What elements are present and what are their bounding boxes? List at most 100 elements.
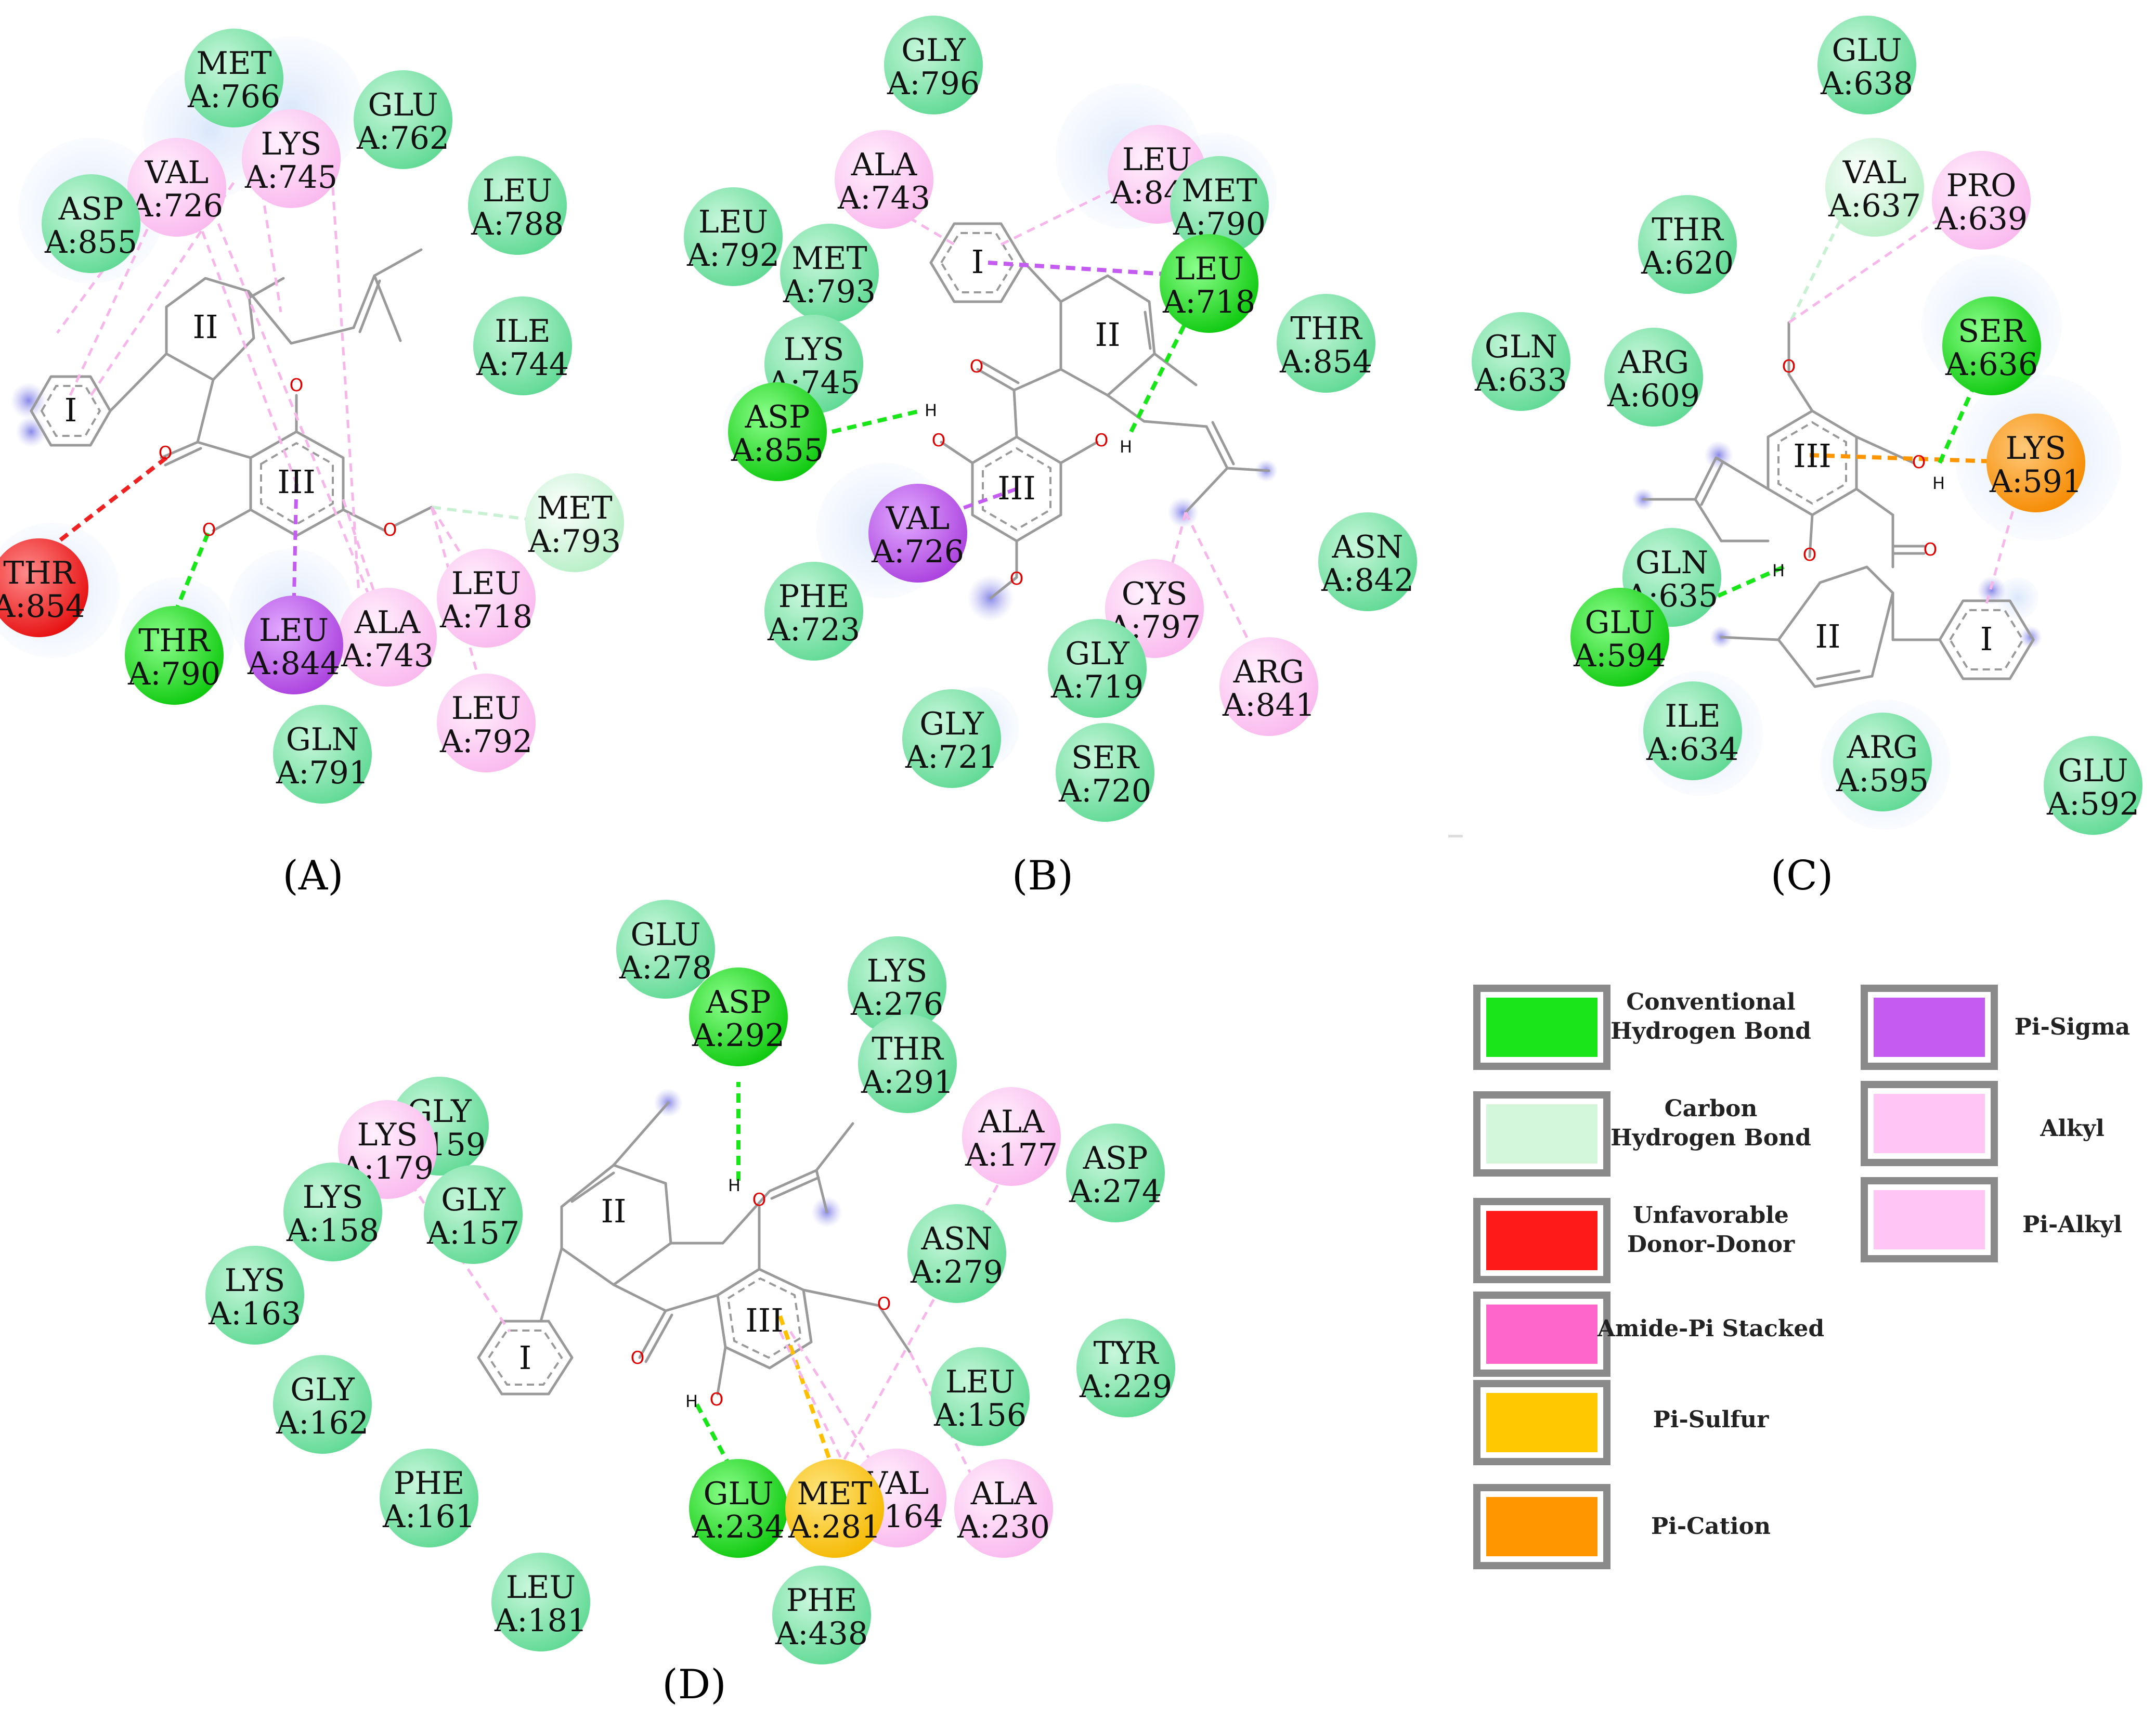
- residue-name: MET: [797, 1476, 872, 1512]
- residue-disc: [185, 29, 283, 127]
- atom-labels-c: O O O O H H: [1772, 356, 1945, 580]
- residue-disc: [616, 900, 715, 999]
- residue-disc: [884, 16, 983, 114]
- halos: [654, 1088, 842, 1228]
- residues-d: GLUA:278ASPA:292LYSA:276THRA:291GLYA:159…: [205, 900, 1175, 1664]
- residue-name: LYS: [784, 331, 845, 368]
- oxygen-atom: O: [1912, 452, 1926, 473]
- oxygen-atom: O: [752, 1190, 767, 1210]
- hydrogen-atom: H: [728, 1176, 741, 1195]
- residue-name: GLU: [1832, 32, 1902, 69]
- legend-item: Pi-Alkyl: [1861, 1177, 2122, 1262]
- residue-number: A:855: [44, 224, 137, 261]
- residue-name: GLN: [286, 721, 359, 758]
- panel-label-b: (B): [1012, 853, 1073, 899]
- residue-number: A:796: [887, 66, 980, 102]
- ring-label: II: [1815, 617, 1841, 655]
- residue-name: GLU: [368, 87, 438, 123]
- residue-number: A:594: [1573, 638, 1666, 674]
- residue-disc: [42, 174, 140, 273]
- residue-name: LEU: [451, 565, 521, 602]
- residue-name: GLN: [1485, 329, 1557, 365]
- residue-name: PRO: [1946, 167, 2017, 204]
- ring-label: III: [1793, 437, 1831, 475]
- residue-name: ASP: [58, 191, 124, 227]
- residues-b: GLYA:796ALAA:743LEUA:844META:790LEUA:718…: [684, 16, 1417, 822]
- panel-label-a: (A): [282, 853, 343, 899]
- residue-number: A:766: [187, 79, 280, 115]
- residue-name: LEU: [451, 690, 521, 727]
- legend-label: Amide-Pi Stacked: [1597, 1315, 1824, 1342]
- residue-name: GLN: [1635, 545, 1708, 581]
- legend-label: Carbon: [1665, 1095, 1758, 1122]
- residue-disc: [1986, 414, 2085, 512]
- residue-name: THR: [872, 1031, 944, 1067]
- panel-d: O O O O H H II I III GLUA:278ASPA:292LYS…: [205, 900, 1175, 1708]
- residue-name: MET: [791, 240, 867, 277]
- residue-number: A:721: [905, 739, 998, 776]
- residue-name: LEU: [698, 204, 768, 240]
- legend-item: Pi-Sigma: [1861, 985, 2130, 1070]
- ring-label: II: [1095, 316, 1121, 354]
- residue-name: ALA: [970, 1476, 1037, 1512]
- panel-label-d: (D): [662, 1661, 726, 1708]
- residue-name: PHE: [778, 578, 850, 615]
- residue-number: A:234: [692, 1509, 785, 1545]
- residue-disc: [244, 596, 343, 694]
- residue-number: A:790: [127, 656, 220, 692]
- residue-number: A:230: [957, 1509, 1050, 1545]
- residue-number: A:743: [837, 180, 930, 216]
- residue-number: A:842: [1321, 562, 1414, 599]
- residue-name: THR: [3, 555, 75, 591]
- carbonyl-oxygen: O: [631, 1348, 645, 1369]
- residue-number: A:161: [382, 1499, 475, 1535]
- residue-disc: [205, 1246, 304, 1345]
- residue-number: A:157: [426, 1215, 519, 1251]
- residue-disc: [1472, 312, 1570, 411]
- residue-name: GLY: [919, 706, 984, 742]
- residue-name: GLY: [290, 1372, 355, 1408]
- residue-disc: [468, 156, 567, 255]
- legend-label: Alkyl: [2040, 1115, 2105, 1142]
- residue-name: LYS: [261, 126, 322, 162]
- legend-swatch: [1486, 1497, 1597, 1556]
- residue-disc: [858, 1014, 957, 1113]
- residue-disc: [1160, 234, 1258, 333]
- residue-number: A:177: [965, 1137, 1058, 1173]
- residue-name: MET: [1181, 173, 1257, 209]
- residue-name: ALA: [851, 147, 917, 183]
- residue-disc: [380, 1449, 478, 1547]
- residue-disc: [1643, 681, 1742, 780]
- legend-swatch: [1874, 998, 1985, 1057]
- residue-disc: [1817, 16, 1916, 114]
- residue-disc: [780, 224, 879, 322]
- residue-number: A:743: [341, 638, 434, 674]
- residue-number: A:291: [861, 1064, 954, 1101]
- residue-number: A:720: [1058, 773, 1151, 809]
- panel-b: O O O O H H I II III GLYA:796ALAA:743LEU…: [684, 16, 1417, 899]
- legend-label: Conventional: [1626, 989, 1796, 1015]
- residue-name: VAL: [886, 500, 950, 537]
- ring-label: III: [277, 463, 315, 501]
- residue-name: ILE: [1665, 698, 1720, 734]
